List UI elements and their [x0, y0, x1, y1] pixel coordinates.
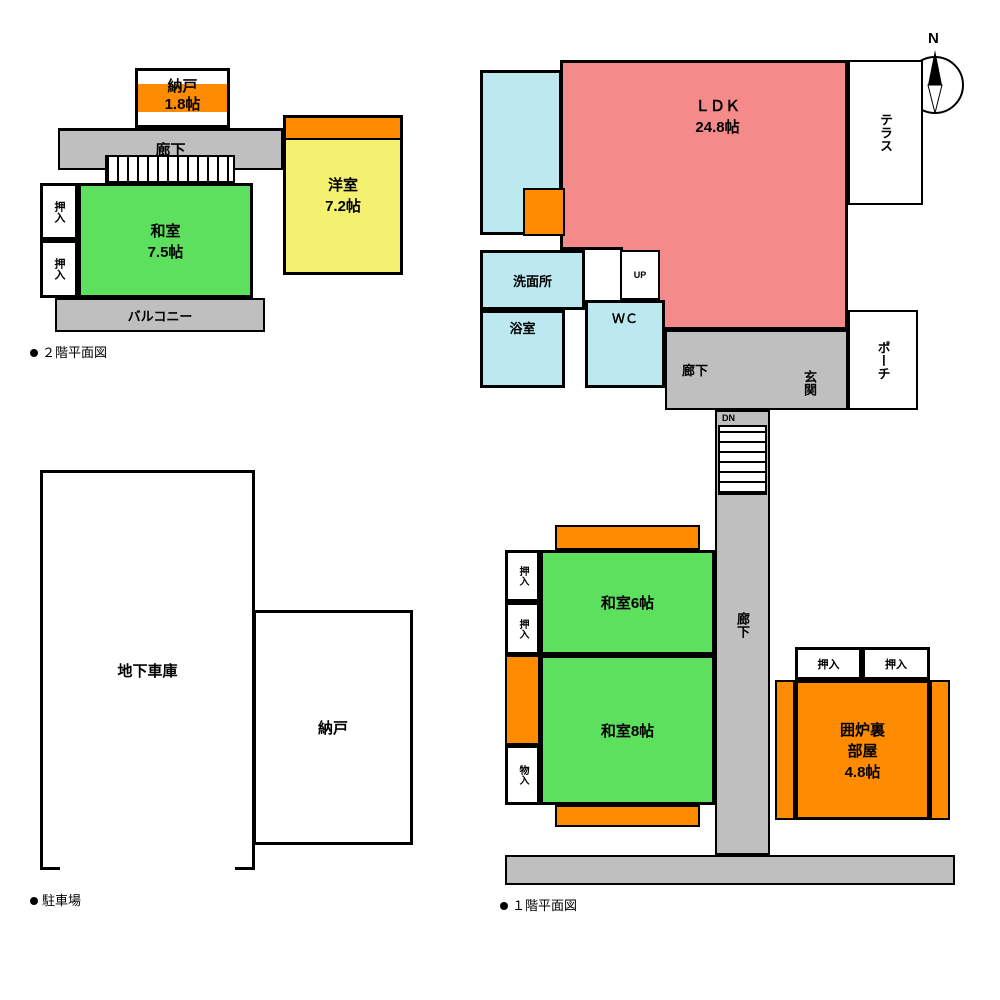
room-rouka-1f-upper: 廊下 [665, 330, 848, 410]
label-ldk: ＬＤＫ 24.8帖 [695, 95, 740, 137]
floor-strip-1f [505, 855, 955, 885]
room-garage: 地下車庫 [40, 470, 255, 870]
room-wc: ＷＣ [585, 300, 665, 388]
closet-irori-2: 押入 [862, 647, 930, 680]
closet-w8-bottom [555, 805, 700, 827]
label-dn: DN [722, 413, 735, 423]
room-terrace: テラス [848, 60, 923, 205]
room-washitsu-75: 和室 7.5帖 [78, 183, 253, 298]
room-kitchen [480, 70, 562, 235]
room-washitsu-8: 和室8帖 [540, 655, 715, 805]
room-ldk-ext [560, 60, 623, 250]
room-porch: ポーチ [848, 310, 918, 410]
closet-irori-right [930, 680, 950, 820]
closet-w6-top [555, 525, 700, 550]
closet-irori-left [775, 680, 795, 820]
caption-floor1: １階平面図 [500, 895, 577, 914]
room-nando-basement: 納戸 [253, 610, 413, 845]
stairs-up: UP [620, 250, 660, 300]
closet-w6-left-1: 押入 [505, 550, 540, 602]
room-bath: 浴室 [480, 310, 565, 388]
caption-parking: 駐車場 [30, 890, 81, 909]
closet-w6-left-2: 押入 [505, 602, 540, 655]
closet-irori-1: 押入 [795, 647, 862, 680]
label-genkan: 玄関 [800, 370, 819, 396]
room-irori: 囲炉裏 部屋 4.8帖 [795, 680, 930, 820]
room-washroom: 洗面所 [480, 250, 585, 310]
compass-label: N [928, 30, 939, 47]
stairs-2f [105, 155, 235, 183]
room-nando-2f: 納戸 1.8帖 [135, 68, 230, 128]
room-youshitsu: 洋室 7.2帖 [283, 115, 403, 275]
stairs-dn [718, 425, 767, 495]
room-balcony: バルコニー [55, 298, 265, 332]
closet-monoire: 物入 [505, 745, 540, 805]
caption-floor2: ２階平面図 [30, 342, 107, 361]
closet-2f-top: 押入 [40, 183, 78, 240]
room-washitsu-6: 和室6帖 [540, 550, 715, 655]
closet-w8-left [505, 655, 540, 745]
closet-2f-bottom: 押入 [40, 240, 78, 298]
